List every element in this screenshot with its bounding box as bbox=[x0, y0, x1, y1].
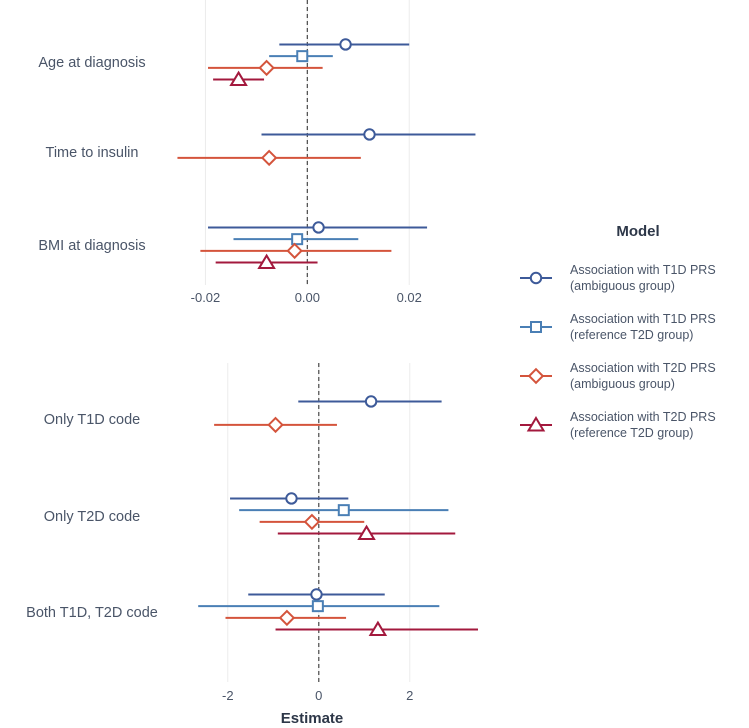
legend-sublabel: (reference T2D group) bbox=[570, 328, 693, 342]
point-estimate-square bbox=[291, 233, 304, 246]
legend-item: Association with T1D PRS (ambiguous group… bbox=[520, 263, 716, 293]
legend-label: Association with T1D PRS bbox=[570, 312, 716, 326]
x-tick-label: 0 bbox=[315, 688, 322, 703]
legend: Model Association with T1D PRS (ambiguous… bbox=[520, 223, 716, 440]
point-estimate-triangle bbox=[357, 524, 376, 541]
row-label: BMI at diagnosis bbox=[38, 238, 145, 254]
legend-title: Model bbox=[616, 223, 659, 240]
point-estimate-triangle bbox=[257, 253, 276, 270]
legend-key-diamond bbox=[527, 367, 545, 385]
legend-label: Association with T1D PRS bbox=[570, 263, 716, 277]
panel-top: -0.02 0.00 0.02 Age at diagnosis Time to ins… bbox=[38, 0, 476, 305]
legend-sublabel: (reference T2D group) bbox=[570, 426, 693, 440]
point-estimate-circle bbox=[363, 128, 376, 141]
point-estimate-square bbox=[337, 504, 350, 517]
point-estimate-diamond bbox=[278, 609, 296, 627]
x-tick-label: 2 bbox=[406, 688, 413, 703]
row-label: Only T2D code bbox=[44, 509, 140, 525]
x-tick-label: 0.02 bbox=[397, 290, 422, 305]
point-estimate-diamond bbox=[258, 59, 275, 77]
legend-item: Association with T1D PRS (reference T2D g… bbox=[520, 312, 716, 342]
point-estimate-circle bbox=[339, 38, 352, 51]
legend-key-square bbox=[530, 321, 542, 333]
x-axis-title: Estimate bbox=[281, 710, 344, 727]
legend-key-circle bbox=[529, 271, 543, 285]
point-estimate-diamond bbox=[267, 416, 284, 434]
legend-label: Association with T2D PRS bbox=[570, 361, 716, 375]
row-label: Only T1D code bbox=[44, 412, 140, 428]
x-tick-label: -0.02 bbox=[191, 290, 221, 305]
point-estimate-diamond bbox=[286, 242, 303, 260]
point-estimate-diamond bbox=[260, 149, 278, 167]
point-estimate-diamond bbox=[303, 513, 321, 531]
legend-key-triangle bbox=[526, 416, 546, 432]
point-estimate-circle bbox=[312, 221, 325, 234]
point-estimate-circle bbox=[364, 395, 378, 408]
x-tick-label: -2 bbox=[222, 688, 234, 703]
row-label: Age at diagnosis bbox=[38, 55, 145, 71]
x-tick-label: 0.00 bbox=[295, 290, 320, 305]
point-estimate-triangle bbox=[229, 70, 248, 87]
legend-sublabel: (ambiguous group) bbox=[570, 279, 675, 293]
legend-item: Association with T2D PRS (reference T2D g… bbox=[520, 410, 716, 440]
point-estimate-circle bbox=[285, 492, 298, 505]
point-estimate-triangle bbox=[368, 620, 388, 637]
legend-label: Association with T2D PRS bbox=[570, 410, 716, 424]
legend-sublabel: (ambiguous group) bbox=[570, 377, 675, 391]
point-estimate-square bbox=[296, 50, 309, 63]
row-label: Time to insulin bbox=[46, 145, 139, 161]
legend-item: Association with T2D PRS (ambiguous group… bbox=[520, 361, 716, 391]
row-label: Both T1D, T2D code bbox=[26, 605, 158, 621]
panel-bottom: -2 0 2 Only T1D code Only T2D code Both T1D, … bbox=[26, 363, 478, 703]
point-estimate-square bbox=[311, 600, 324, 613]
point-estimate-circle bbox=[310, 588, 323, 601]
